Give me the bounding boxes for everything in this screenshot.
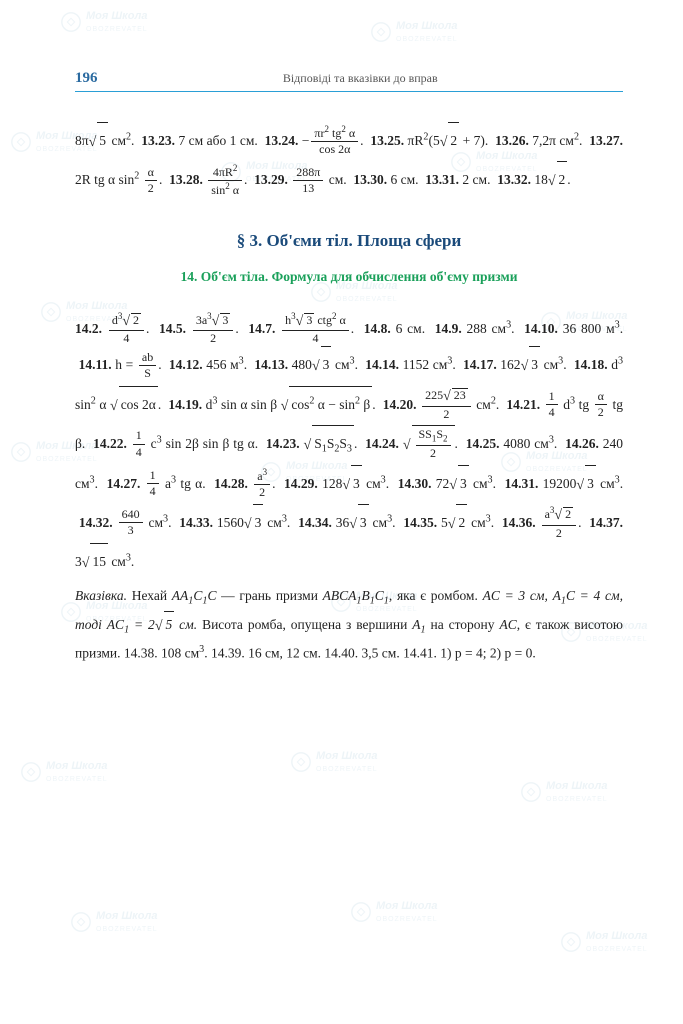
section-title: § 3. Об'єми тіл. Площа сфери xyxy=(75,231,623,251)
answers-block-13: 8π√5 см2. 13.23. 7 см або 1 см. 13.24. −… xyxy=(75,122,623,201)
page-header: 196 Відповіді та вказівки до вправ xyxy=(75,70,623,92)
hint-block: Вказівка. Нехай AA1C1C — грань призми AB… xyxy=(75,583,623,667)
subsection-title: 14. Об'єм тіла. Формула для обчислення о… xyxy=(75,269,623,285)
page-number: 196 xyxy=(75,70,98,87)
answers-block-14: 14.2. d3√24. 14.5. 3a3√32. 14.7. h3√3 ct… xyxy=(75,311,623,583)
page-content: 196 Відповіді та вказівки до вправ 8π√5 … xyxy=(75,70,623,666)
header-title: Відповіді та вказівки до вправ xyxy=(98,71,624,86)
